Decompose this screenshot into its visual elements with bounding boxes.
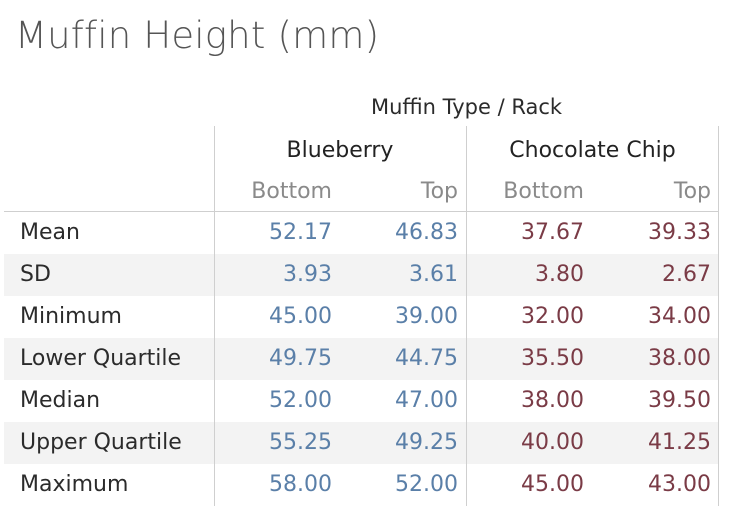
- divider-group: [466, 126, 467, 506]
- row-label: Median: [20, 388, 101, 413]
- subcolumn-header: Bottom: [503, 179, 584, 204]
- data-cell: 38.00: [648, 346, 711, 371]
- data-cell: 44.75: [395, 346, 458, 371]
- row-label: Minimum: [20, 304, 122, 329]
- data-cell: 55.25: [269, 430, 332, 455]
- row-band: [4, 422, 719, 464]
- data-cell: 37.67: [521, 220, 584, 245]
- divider-header-bottom: [4, 211, 719, 212]
- subcolumn-header: Bottom: [251, 179, 332, 204]
- group-header: Blueberry: [286, 138, 394, 163]
- divider-right-edge: [718, 126, 719, 506]
- data-cell: 35.50: [521, 346, 584, 371]
- data-cell: 39.50: [648, 388, 711, 413]
- data-cell: 2.67: [662, 262, 711, 287]
- group-header: Chocolate Chip: [509, 138, 676, 163]
- data-cell: 45.00: [269, 304, 332, 329]
- data-cell: 52.17: [269, 220, 332, 245]
- data-cell: 34.00: [648, 304, 711, 329]
- data-cell: 46.83: [395, 220, 458, 245]
- data-cell: 38.00: [521, 388, 584, 413]
- data-cell: 3.80: [535, 262, 584, 287]
- data-cell: 52.00: [269, 388, 332, 413]
- data-cell: 39.33: [648, 220, 711, 245]
- row-label: Lower Quartile: [20, 346, 182, 371]
- column-header-title: Muffin Type / Rack: [370, 95, 563, 119]
- divider-label-column: [214, 126, 215, 506]
- subcolumn-header: Top: [673, 179, 711, 204]
- chart-title: Muffin Height (mm): [15, 14, 380, 57]
- data-cell: 32.00: [521, 304, 584, 329]
- row-label: SD: [20, 262, 51, 287]
- data-cell: 52.00: [395, 472, 458, 497]
- data-cell: 39.00: [395, 304, 458, 329]
- data-cell: 43.00: [648, 472, 711, 497]
- data-cell: 3.93: [283, 262, 332, 287]
- data-cell: 49.25: [395, 430, 458, 455]
- data-cell: 58.00: [269, 472, 332, 497]
- data-cell: 3.61: [409, 262, 458, 287]
- row-band: [4, 254, 719, 296]
- row-label: Mean: [20, 220, 80, 245]
- row-band: [4, 338, 719, 380]
- data-cell: 47.00: [395, 388, 458, 413]
- data-cell: 41.25: [648, 430, 711, 455]
- subcolumn-header: Top: [420, 179, 458, 204]
- row-label: Maximum: [20, 472, 129, 497]
- data-cell: 45.00: [521, 472, 584, 497]
- data-cell: 49.75: [269, 346, 332, 371]
- row-label: Upper Quartile: [20, 430, 182, 455]
- data-cell: 40.00: [521, 430, 584, 455]
